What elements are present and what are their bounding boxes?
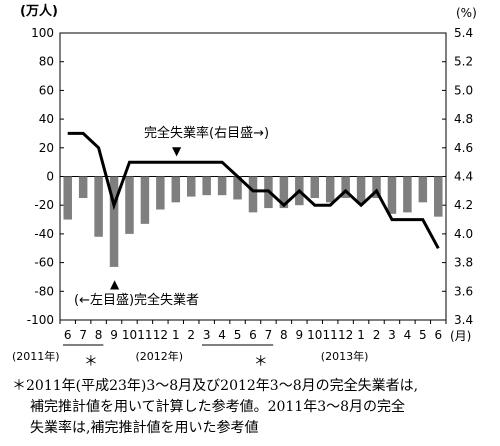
x-tick-label: 2: [373, 328, 381, 342]
unemployed-bar: [248, 176, 258, 213]
right-tick-label: 3.6: [454, 284, 473, 298]
right-tick-label: 4.4: [454, 170, 473, 184]
x-tick-label: 1: [357, 328, 365, 342]
unemployed-bar: [310, 176, 320, 199]
x-tick-label: 6: [434, 328, 442, 342]
left-tick-label: -40: [34, 227, 54, 241]
x-tick-label: 5: [234, 328, 242, 342]
left-tick-label: 40: [39, 112, 54, 126]
unemployment-rate-line: [67, 131, 440, 250]
right-tick-label: 4.6: [454, 141, 473, 155]
x-tick-label: 6: [64, 328, 72, 342]
unemployed-bar: [279, 176, 289, 209]
unemployed-bar: [418, 176, 428, 203]
footnote-line-2: 補完推計値を用いて計算した参考値。2011年3～8月の完全: [30, 399, 406, 415]
right-tick-label: 4.8: [454, 112, 473, 126]
reference-asterisk: ＊: [84, 354, 98, 370]
unemployed-bar: [63, 176, 72, 220]
x-tick-label: 12: [338, 328, 353, 342]
right-tick-label: 3.8: [454, 256, 473, 270]
left-axis-unit: (万人): [20, 3, 58, 19]
x-tick-label: 3: [388, 328, 396, 342]
unemployed-annotation-marker: ▲: [110, 277, 120, 291]
unemployed-bar: [434, 176, 443, 217]
right-tick-label: 3.4: [454, 313, 473, 327]
x-tick-label: 11: [137, 328, 152, 342]
reference-asterisk: ＊: [254, 354, 268, 370]
unemployed-bar: [325, 176, 335, 203]
x-tick-label: 12: [153, 328, 168, 342]
unemployed-bar: [140, 176, 150, 224]
x-tick-label: 10: [122, 328, 137, 342]
footnote-line-3: 失業率は,補完推計値を用いた参考値: [30, 420, 259, 436]
x-tick-label: 5: [419, 328, 427, 342]
left-tick-label: 100: [31, 26, 54, 40]
right-axis-unit: (%): [456, 6, 477, 20]
x-tick-label: 2: [187, 328, 195, 342]
left-tick-label: -100: [27, 313, 54, 327]
unemployed-bar: [202, 176, 211, 196]
left-tick-label: 80: [39, 55, 54, 69]
x-tick-label: 11: [323, 328, 338, 342]
rate-annotation-marker: ▼: [172, 144, 182, 158]
x-tick-label: 8: [95, 328, 103, 342]
x-tick-label: 4: [404, 328, 412, 342]
month-unit: (月): [450, 329, 471, 343]
unemployed-bar: [356, 176, 366, 204]
unemployed-bar: [341, 176, 350, 199]
x-tick-label: 4: [218, 328, 226, 342]
x-tick-label: 8: [280, 328, 288, 342]
x-tick-label: 10: [307, 328, 322, 342]
unemployed-bar: [372, 176, 381, 199]
unemployed-bar: [94, 176, 103, 237]
year-label: (2012年): [136, 349, 184, 363]
right-tick-label: 5.4: [454, 26, 473, 40]
x-tick-label: 7: [79, 328, 87, 342]
x-tick-label: 3: [203, 328, 211, 342]
unemployed-bar: [109, 176, 119, 267]
year-label: (2013年): [321, 349, 369, 363]
unemployed-annotation-label: (←左目盛)完全失業者: [74, 292, 199, 308]
unemployed-bar: [233, 176, 242, 200]
left-tick-label: -60: [34, 256, 54, 270]
unemployed-bar: [217, 176, 227, 196]
year-label: (2011年): [12, 349, 60, 363]
right-tick-label: 4.0: [454, 227, 473, 241]
right-tick-label: 5.2: [454, 55, 473, 69]
x-tick-label: 9: [295, 328, 303, 342]
x-tick-label: 1: [172, 328, 180, 342]
unemployed-bar: [156, 176, 165, 210]
footnote-line-1: ＊2011年(平成23年)3～8月及び2012年3～8月の完全失業者は,: [12, 378, 419, 394]
left-tick-label: -80: [34, 284, 54, 298]
unemployed-bar: [403, 176, 412, 213]
unemployed-bar: [387, 176, 397, 214]
x-tick-label: 9: [110, 328, 118, 342]
x-tick-label: 6: [249, 328, 257, 342]
unemployed-bar: [186, 176, 196, 197]
left-tick-label: 60: [39, 83, 54, 97]
x-tick-label: 7: [265, 328, 273, 342]
left-tick-label: 0: [46, 170, 54, 184]
right-tick-label: 4.2: [454, 198, 473, 212]
left-tick-label: -20: [34, 198, 54, 212]
right-tick-label: 5.0: [454, 83, 473, 97]
unemployed-bar: [125, 176, 134, 234]
unemployed-bar: [171, 176, 181, 203]
left-tick-label: 20: [39, 141, 54, 155]
unemployed-bar: [78, 176, 88, 199]
rate-annotation-label: 完全失業率(右目盛→): [144, 125, 269, 141]
